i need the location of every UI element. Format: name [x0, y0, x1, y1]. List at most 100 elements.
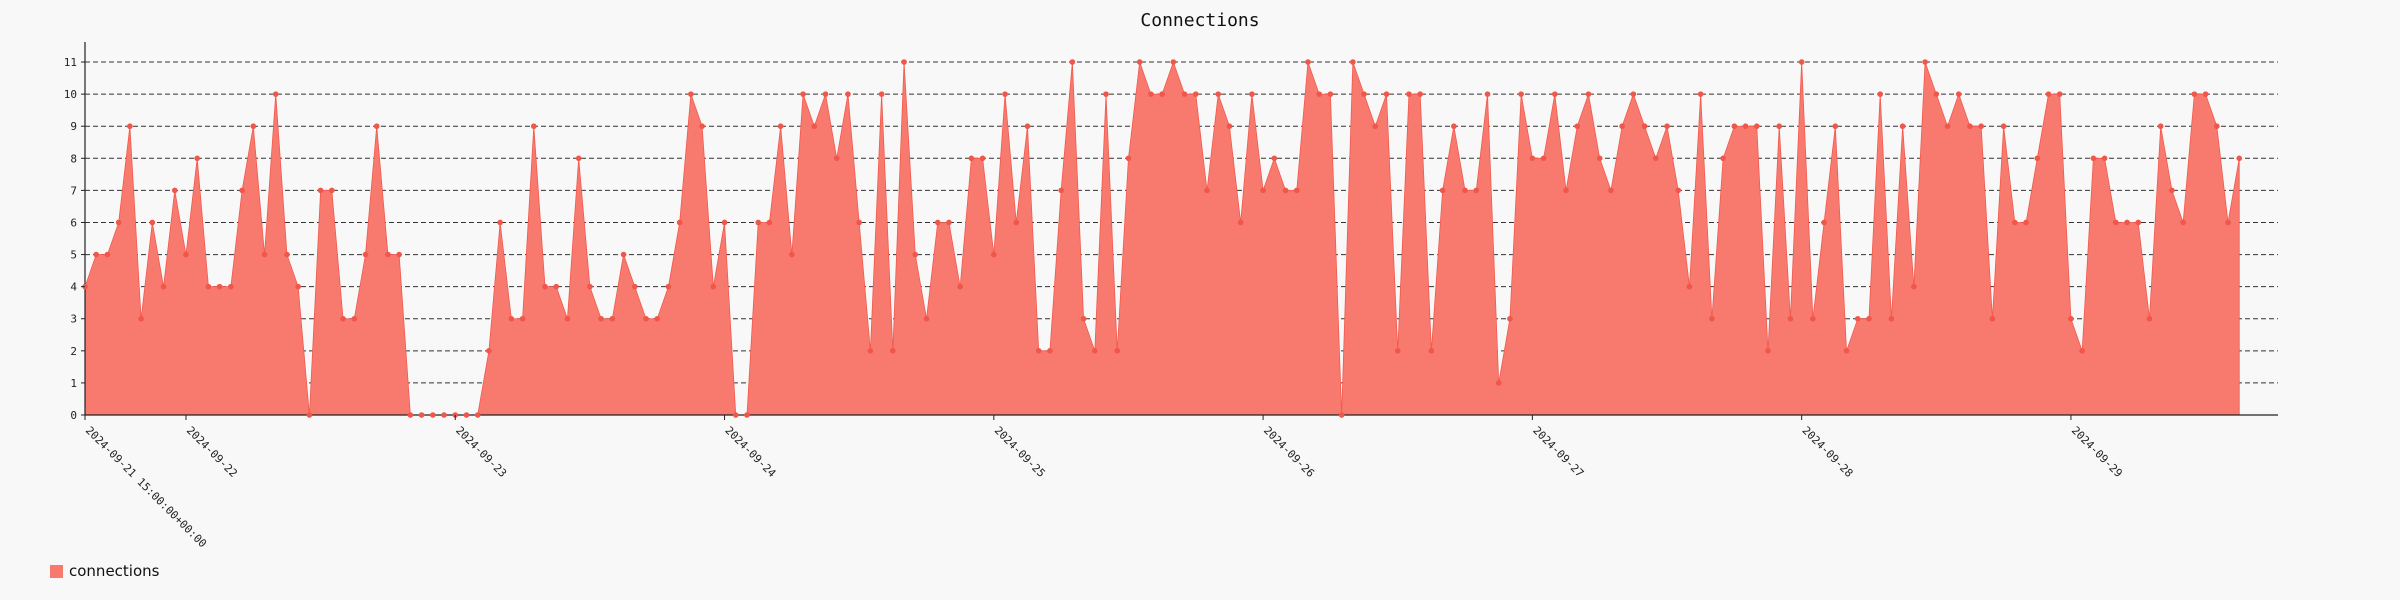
data-point	[1843, 348, 1850, 354]
legend: connections	[50, 562, 159, 580]
series-points	[82, 59, 2243, 418]
data-point	[441, 412, 447, 418]
data-point	[721, 219, 728, 226]
data-point	[1069, 59, 1076, 65]
data-point	[575, 155, 582, 162]
data-point	[1955, 91, 1962, 97]
data-point	[542, 283, 548, 290]
data-point	[789, 251, 795, 258]
data-point	[1978, 123, 1984, 130]
data-point	[676, 219, 683, 226]
data-point	[2202, 91, 2209, 97]
legend-swatch	[50, 564, 63, 578]
data-point	[2045, 91, 2052, 97]
data-point	[1024, 123, 1031, 130]
data-point	[127, 123, 133, 130]
data-point	[1552, 91, 1558, 97]
data-point	[2169, 187, 2175, 194]
y-tick-label: 6	[70, 216, 77, 229]
data-point	[2101, 155, 2108, 162]
data-point	[710, 283, 717, 290]
data-point	[1428, 348, 1435, 354]
data-point	[261, 251, 268, 258]
data-point	[1361, 91, 1367, 97]
data-point	[923, 315, 930, 322]
data-point	[1619, 123, 1625, 130]
data-point	[755, 219, 761, 226]
data-point	[317, 187, 324, 194]
data-point	[1181, 91, 1188, 97]
data-point	[1888, 315, 1895, 322]
data-point	[1271, 155, 1278, 162]
data-point	[1237, 219, 1244, 226]
data-point	[1394, 348, 1401, 354]
data-point	[946, 219, 952, 226]
data-point	[1114, 348, 1121, 354]
data-point	[2157, 123, 2164, 130]
data-point	[1776, 123, 1783, 130]
data-point	[2079, 348, 2085, 354]
x-tick-label: 2024-09-21 15:00:00+00:00	[83, 424, 209, 550]
data-point	[744, 412, 750, 418]
data-point	[171, 187, 178, 194]
data-point	[800, 91, 806, 97]
data-point	[991, 251, 997, 258]
data-point	[1563, 187, 1569, 194]
data-point	[284, 251, 290, 258]
data-point	[239, 187, 245, 194]
data-point	[1899, 123, 1906, 130]
series-area	[84, 60, 2240, 416]
data-point	[1338, 412, 1345, 418]
data-point	[486, 348, 492, 354]
data-point	[205, 283, 212, 290]
data-point	[1439, 187, 1446, 194]
data-point	[1810, 315, 1816, 322]
data-point	[2124, 219, 2130, 226]
y-axis-ticks: 0 1 2 3 4 5 6 7 8 9 10 11	[64, 56, 85, 422]
data-point	[1529, 155, 1536, 162]
data-point	[1148, 91, 1154, 97]
data-point	[508, 315, 515, 322]
data-point	[2012, 219, 2018, 226]
axes	[84, 42, 2278, 416]
y-tick-label: 10	[64, 88, 77, 101]
data-point	[1720, 155, 1726, 162]
data-point	[1944, 123, 1951, 130]
data-point	[1473, 187, 1480, 194]
data-point	[2068, 315, 2074, 322]
data-point	[1731, 123, 1738, 130]
data-point	[856, 219, 862, 226]
data-point	[2236, 155, 2243, 162]
data-point	[1092, 348, 1098, 354]
data-point	[699, 123, 705, 130]
data-point	[396, 251, 402, 258]
data-point	[340, 315, 346, 322]
data-point	[138, 315, 144, 322]
series-area-connections	[84, 60, 2240, 416]
data-point	[1653, 155, 1659, 162]
data-point	[1159, 91, 1165, 97]
data-point	[665, 283, 672, 290]
data-point	[295, 283, 301, 290]
data-point	[1866, 315, 1872, 322]
data-point	[1989, 315, 1996, 322]
data-point	[1136, 59, 1143, 65]
data-point	[2113, 219, 2119, 226]
data-point	[766, 219, 773, 226]
data-point	[979, 155, 986, 162]
data-point	[1495, 380, 1502, 386]
data-point	[1540, 155, 1547, 162]
data-point	[519, 315, 526, 322]
data-point	[1507, 315, 1513, 322]
data-point	[1911, 283, 1917, 290]
data-point	[407, 412, 414, 418]
y-tick-label: 4	[70, 281, 77, 294]
data-point	[1664, 123, 1670, 130]
data-point	[1933, 91, 1940, 97]
data-point	[1125, 155, 1132, 162]
data-point	[553, 283, 560, 290]
data-point	[1596, 155, 1603, 162]
data-point	[418, 412, 425, 418]
data-point	[430, 412, 436, 418]
